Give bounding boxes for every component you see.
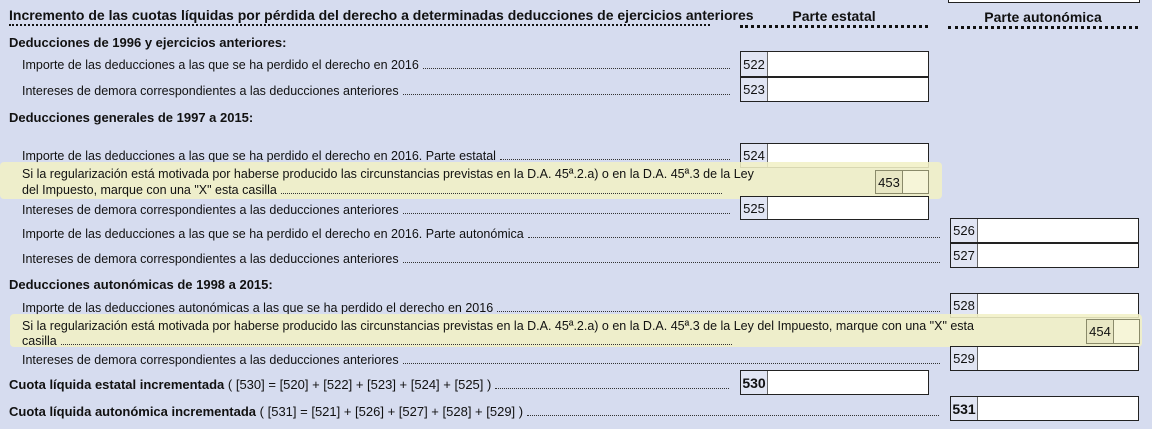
row-523: Intereses de demora correspondientes a l… bbox=[22, 84, 730, 98]
row-531: Cuota líquida autonómica incrementada ( … bbox=[9, 404, 939, 419]
row-526: Importe de las deducciones a las que se … bbox=[22, 227, 940, 241]
box-number: 525 bbox=[741, 197, 768, 219]
checkbox-453-line2-row: del Impuesto, marque con una "X" esta ca… bbox=[22, 182, 722, 198]
checkbox-input[interactable] bbox=[903, 171, 928, 193]
leader-dots bbox=[495, 379, 729, 389]
row-label: Importe de las deducciones a las que se … bbox=[22, 58, 419, 72]
column-header-autonomica: Parte autonómica bbox=[984, 9, 1102, 25]
column-header-estatal-underline bbox=[740, 25, 928, 28]
leader-dots bbox=[527, 406, 939, 416]
box-number: 524 bbox=[741, 144, 768, 167]
row-527: Intereses de demora correspondientes a l… bbox=[22, 252, 940, 266]
box-number: 526 bbox=[951, 219, 978, 242]
row-530: Cuota líquida estatal incrementada ( [53… bbox=[9, 377, 729, 392]
amount-input[interactable] bbox=[978, 347, 1138, 370]
box-number: 454 bbox=[1087, 320, 1114, 343]
box-526[interactable]: 526 bbox=[950, 218, 1139, 243]
row-label: Intereses de demora correspondientes a l… bbox=[22, 252, 399, 266]
box-number: 529 bbox=[951, 347, 978, 370]
box-527[interactable]: 527 bbox=[950, 243, 1139, 268]
leader-dots bbox=[497, 302, 940, 312]
box-number: 530 bbox=[741, 371, 768, 394]
leader-dots bbox=[527, 228, 940, 238]
box-530[interactable]: 530 bbox=[740, 370, 929, 395]
column-header-autonomica-underline bbox=[948, 26, 1138, 29]
checkbox-454[interactable]: 454 bbox=[1086, 319, 1140, 344]
amount-input[interactable] bbox=[768, 371, 928, 394]
leader-dots bbox=[499, 150, 730, 160]
checkbox-453-line2: del Impuesto, marque con una "X" esta ca… bbox=[22, 183, 277, 197]
amount-input[interactable] bbox=[978, 244, 1138, 267]
row-529: Intereses de demora correspondientes a l… bbox=[22, 353, 940, 367]
leader-dots bbox=[402, 354, 940, 364]
box-528[interactable]: 528 bbox=[950, 293, 1139, 318]
section-heading-1996: Deducciones de 1996 y ejercicios anterio… bbox=[9, 35, 287, 50]
total-formula: ( [530] = [520] + [522] + [523] + [524] … bbox=[224, 377, 492, 392]
amount-input[interactable] bbox=[768, 52, 928, 76]
box-number: 522 bbox=[741, 52, 768, 76]
row-524: Importe de las deducciones a las que se … bbox=[22, 149, 730, 163]
row-label: Intereses de demora correspondientes a l… bbox=[22, 353, 399, 367]
row-525: Intereses de demora correspondientes a l… bbox=[22, 203, 730, 217]
box-number: 523 bbox=[741, 78, 768, 101]
box-number: 528 bbox=[951, 294, 978, 317]
row-label: Intereses de demora correspondientes a l… bbox=[22, 203, 399, 217]
box-531[interactable]: 531 bbox=[950, 396, 1139, 421]
row-528: Importe de las deducciones autonómicas a… bbox=[22, 301, 940, 315]
leader-dots bbox=[422, 59, 730, 69]
total-formula: ( [531] = [521] + [526] + [527] + [528] … bbox=[256, 404, 524, 419]
total-label: Cuota líquida autonómica incrementada ( … bbox=[9, 404, 527, 419]
leader-dots bbox=[280, 184, 722, 194]
section-title: Incremento de las cuotas líquidas por pé… bbox=[9, 7, 754, 23]
checkbox-input[interactable] bbox=[1114, 320, 1139, 343]
section-heading-1997: Deducciones generales de 1997 a 2015: bbox=[9, 110, 254, 125]
leader-dots bbox=[60, 335, 732, 345]
total-label: Cuota líquida estatal incrementada ( [53… bbox=[9, 377, 495, 392]
highlight-band-453 bbox=[0, 162, 942, 199]
box-529[interactable]: 529 bbox=[950, 346, 1139, 371]
checkbox-454-line2-row: casilla bbox=[22, 333, 732, 349]
leader-dots bbox=[402, 204, 730, 214]
row-522: Importe de las deducciones a las que se … bbox=[22, 58, 730, 72]
row-label: Importe de las deducciones autonómicas a… bbox=[22, 301, 494, 315]
box-number: 527 bbox=[951, 244, 978, 267]
title-underline bbox=[9, 24, 710, 26]
box-525[interactable]: 525 bbox=[740, 196, 929, 220]
box-number: 531 bbox=[951, 397, 978, 420]
leader-dots bbox=[402, 253, 940, 263]
section-heading-1998: Deducciones autonómicas de 1998 a 2015: bbox=[9, 277, 273, 292]
leader-dots bbox=[402, 85, 730, 95]
row-label: Intereses de demora correspondientes a l… bbox=[22, 84, 399, 98]
amount-input[interactable] bbox=[768, 78, 928, 101]
previous-section-box-edge bbox=[948, 0, 1140, 3]
checkbox-454-line1: Si la regularización está motivada por h… bbox=[22, 319, 974, 333]
row-label: Importe de las deducciones a las que se … bbox=[22, 227, 524, 241]
amount-input[interactable] bbox=[768, 197, 928, 219]
box-522[interactable]: 522 bbox=[740, 51, 929, 77]
highlight-band-454 bbox=[10, 314, 1142, 347]
box-523[interactable]: 523 bbox=[740, 77, 929, 102]
checkbox-454-text: Si la regularización está motivada por h… bbox=[22, 318, 974, 349]
column-header-estatal: Parte estatal bbox=[792, 8, 876, 24]
checkbox-454-line2: casilla bbox=[22, 334, 57, 348]
checkbox-453-text: Si la regularización está motivada por h… bbox=[22, 166, 754, 198]
box-number: 453 bbox=[876, 171, 903, 193]
checkbox-453-line1: Si la regularización está motivada por h… bbox=[22, 167, 754, 181]
amount-input[interactable] bbox=[978, 219, 1138, 242]
total-label-text: Cuota líquida estatal incrementada bbox=[9, 377, 225, 392]
row-label: Importe de las deducciones a las que se … bbox=[22, 149, 496, 163]
checkbox-453[interactable]: 453 bbox=[875, 170, 929, 194]
amount-input[interactable] bbox=[978, 397, 1138, 420]
total-label-text: Cuota líquida autonómica incrementada bbox=[9, 404, 257, 419]
